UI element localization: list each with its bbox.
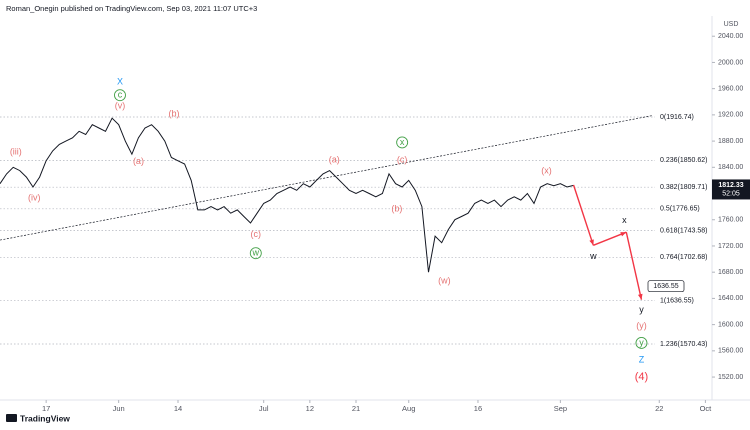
wave-label: (4) bbox=[635, 371, 648, 383]
x-tick-label: 12 bbox=[306, 404, 314, 413]
x-tick-label: 22 bbox=[655, 404, 663, 413]
wave-label: x bbox=[622, 215, 627, 225]
wave-label: c bbox=[118, 90, 123, 100]
x-tick-label: Jul bbox=[259, 404, 269, 413]
wave-circle bbox=[249, 247, 262, 260]
wave-label: (y) bbox=[636, 320, 647, 330]
projection-arrow bbox=[593, 231, 627, 246]
last-price-box bbox=[712, 179, 750, 200]
last-price: 1812.33 bbox=[718, 182, 743, 189]
fib-label: 0.618(1743.58) bbox=[660, 227, 707, 234]
x-tick-label: Aug bbox=[402, 404, 415, 413]
y-tick-label: 2000.00 bbox=[718, 59, 743, 66]
x-tick-label: 16 bbox=[474, 404, 482, 413]
y-tick-label: 1960.00 bbox=[718, 85, 743, 92]
wave-label: (v) bbox=[115, 101, 126, 111]
wave-label: (a) bbox=[329, 154, 340, 164]
wave-label: (b) bbox=[391, 204, 402, 214]
fib-label: 0.5(1776.65) bbox=[660, 206, 700, 213]
y-tick-label: 1720.00 bbox=[718, 243, 743, 250]
fib-label: 0.236(1850.62) bbox=[660, 157, 707, 164]
x-tick-label: Jun bbox=[113, 404, 125, 413]
y-tick-label: 1600.00 bbox=[718, 321, 743, 328]
arrow-head bbox=[589, 239, 594, 246]
projection-arrow bbox=[572, 184, 594, 246]
arrow-head bbox=[637, 293, 643, 300]
price-line bbox=[0, 117, 574, 273]
x-tick-label: Sep bbox=[554, 404, 567, 413]
wave-circle bbox=[114, 89, 126, 102]
wave-label: (c) bbox=[251, 229, 262, 239]
wave-label: X bbox=[117, 76, 123, 86]
wave-label: y bbox=[639, 305, 644, 315]
x-tick-label: Oct bbox=[700, 404, 713, 413]
wave-circle bbox=[396, 136, 409, 149]
wave-label: (x) bbox=[541, 166, 552, 176]
projection-arrow bbox=[625, 232, 643, 300]
footer-logo: TradingView bbox=[6, 413, 70, 423]
trendline bbox=[0, 115, 653, 241]
arrow-head bbox=[620, 232, 627, 237]
x-tick-label: 14 bbox=[174, 404, 182, 413]
wave-label: w bbox=[589, 251, 597, 261]
y-tick-label: 1920.00 bbox=[718, 112, 743, 119]
wave-label: (w) bbox=[438, 276, 451, 286]
y-tick-label: 1760.00 bbox=[718, 217, 743, 224]
countdown: 52:05 bbox=[722, 190, 740, 197]
wave-label: x bbox=[400, 137, 405, 147]
wave-label: (iv) bbox=[28, 192, 41, 202]
y-tick-label: 1520.00 bbox=[718, 374, 743, 381]
wave-label: w bbox=[252, 248, 260, 258]
fib-label: 0.764(1702.68) bbox=[660, 254, 707, 261]
wave-circle bbox=[635, 337, 648, 349]
wave-label: (b) bbox=[169, 109, 180, 119]
target-label: 1636.55 bbox=[653, 283, 678, 290]
header: Roman_Onegin published on TradingView.co… bbox=[6, 4, 257, 13]
y-tick-label: 1840.00 bbox=[718, 164, 743, 171]
x-tick-label: 21 bbox=[352, 404, 360, 413]
wave-label: Z bbox=[639, 354, 645, 364]
y-tick-label: 1880.00 bbox=[718, 138, 743, 145]
currency: USD bbox=[724, 21, 739, 28]
fib-label: 0(1916.74) bbox=[660, 114, 694, 121]
wave-label: y bbox=[639, 337, 644, 347]
logo-icon bbox=[6, 414, 17, 422]
wave-label: (a) bbox=[133, 156, 144, 166]
x-tick-label: 17 bbox=[42, 404, 50, 413]
fib-label: 0.382(1809.71) bbox=[660, 184, 707, 191]
wave-label: (c) bbox=[397, 154, 408, 164]
y-tick-label: 2040.00 bbox=[718, 33, 743, 40]
target-box bbox=[647, 280, 685, 293]
fib-label: 1.236(1570.43) bbox=[660, 341, 707, 348]
footer: TradingView bbox=[20, 413, 70, 423]
y-tick-label: 1680.00 bbox=[718, 269, 743, 276]
y-tick-label: 1640.00 bbox=[718, 295, 743, 302]
fib-label: 1(1636.55) bbox=[660, 298, 694, 305]
wave-label: (iii) bbox=[10, 147, 22, 157]
y-tick-label: 1560.00 bbox=[718, 348, 743, 355]
